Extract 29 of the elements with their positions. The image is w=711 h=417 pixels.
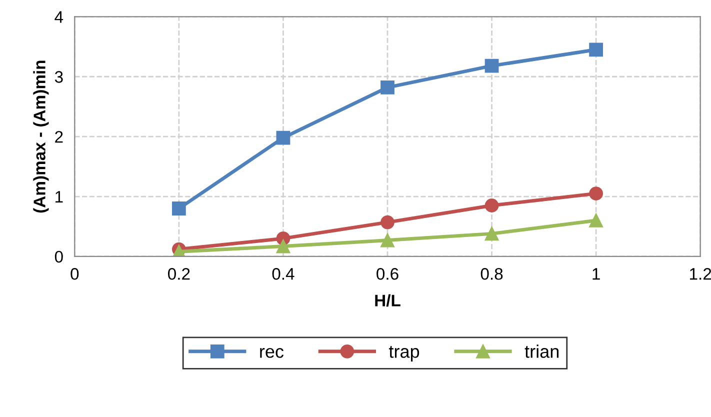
point <box>484 58 499 73</box>
point <box>589 186 603 200</box>
legend-label: trian <box>524 344 558 358</box>
point <box>276 239 290 254</box>
y-tick-label: 3 <box>54 71 63 83</box>
point <box>172 202 186 216</box>
x-tick-label: 0.6 <box>376 268 398 280</box>
point <box>589 42 603 57</box>
y-axis-title: (Am)max - (Am)min <box>33 60 49 213</box>
point <box>589 214 603 228</box>
x-tick-label: 0 <box>70 268 79 280</box>
y-tick-label: 0 <box>54 250 63 263</box>
point <box>276 130 290 145</box>
legend-label: trap <box>388 346 420 362</box>
x-tick-label: 0.8 <box>480 268 503 280</box>
x-tick-label: 0.4 <box>272 268 294 280</box>
x-tick-label: 0.2 <box>168 268 190 280</box>
y-tick-label: 4 <box>54 11 64 23</box>
y-tick-label: 2 <box>55 130 63 143</box>
x-tick-label: 1.2 <box>690 268 711 280</box>
y-tick-label: 1 <box>56 191 63 203</box>
x-axis-title: H/L <box>375 294 400 307</box>
point <box>484 226 499 241</box>
point <box>380 80 394 94</box>
legend-label: rec <box>260 348 284 358</box>
point <box>380 215 394 230</box>
point <box>380 233 394 248</box>
point <box>484 198 499 212</box>
x-tick-label: 1 <box>592 268 600 280</box>
